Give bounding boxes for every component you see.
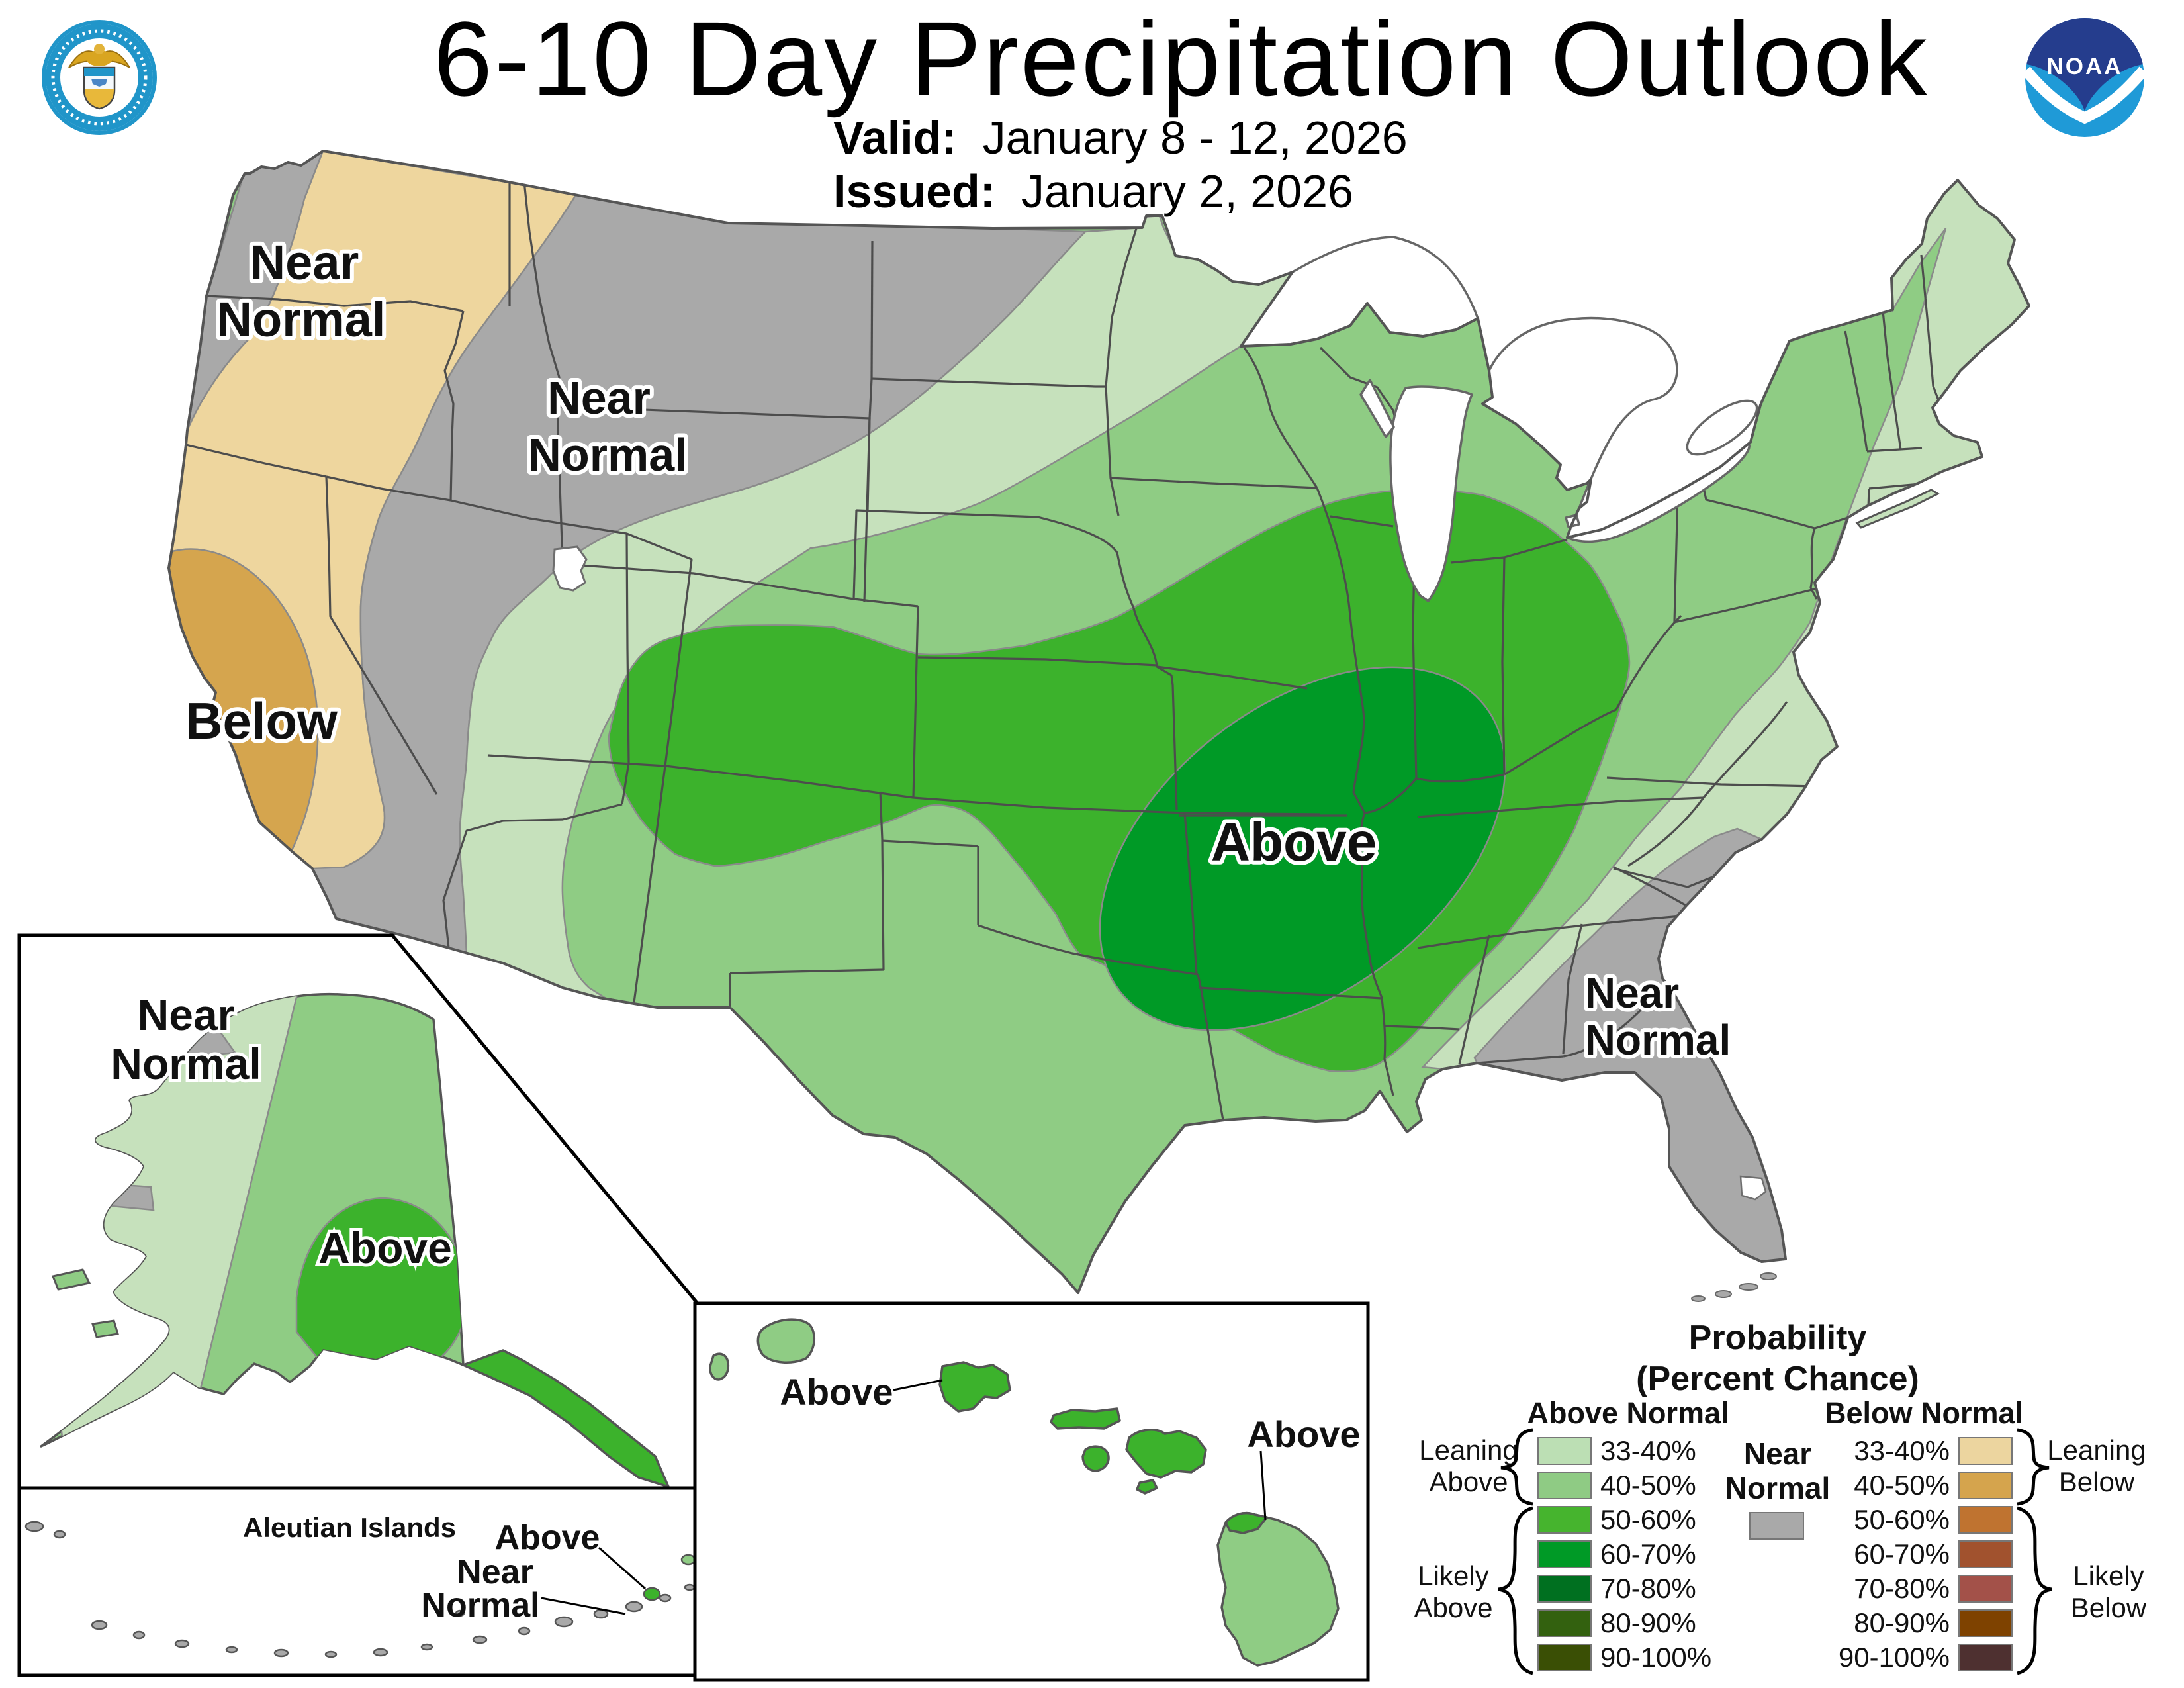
svg-text:Likely: Likely bbox=[2073, 1560, 2144, 1591]
svg-text:90-100%: 90-100% bbox=[1839, 1642, 1950, 1673]
svg-text:40-50%: 40-50% bbox=[1854, 1470, 1950, 1501]
svg-text:Leaning: Leaning bbox=[1419, 1434, 1518, 1466]
svg-text:Below: Below bbox=[185, 692, 338, 750]
svg-text:NOAA: NOAA bbox=[2046, 54, 2122, 79]
svg-text:Below Normal: Below Normal bbox=[1825, 1396, 2023, 1430]
svg-text:33-40%: 33-40% bbox=[1854, 1435, 1950, 1466]
svg-text:Normal: Normal bbox=[527, 429, 687, 481]
svg-text:Near: Near bbox=[547, 372, 651, 424]
svg-text:33-40%: 33-40% bbox=[1600, 1435, 1696, 1466]
svg-text:70-80%: 70-80% bbox=[1600, 1573, 1696, 1604]
svg-text:Above: Above bbox=[780, 1371, 893, 1413]
svg-text:50-60%: 50-60% bbox=[1854, 1504, 1950, 1535]
svg-text:Above: Above bbox=[1211, 812, 1377, 872]
svg-text:Near: Near bbox=[250, 235, 359, 290]
svg-text:Issued: January 2, 2026: Issued: January 2, 2026 bbox=[833, 165, 1353, 217]
svg-text:Leaning: Leaning bbox=[2047, 1434, 2146, 1466]
svg-text:70-80%: 70-80% bbox=[1854, 1573, 1950, 1604]
svg-text:Aleutian Islands: Aleutian Islands bbox=[243, 1512, 456, 1543]
svg-text:90-100%: 90-100% bbox=[1600, 1642, 1711, 1673]
svg-text:60-70%: 60-70% bbox=[1600, 1538, 1696, 1570]
svg-text:Above: Above bbox=[1247, 1413, 1360, 1455]
svg-text:Near: Near bbox=[457, 1553, 533, 1591]
svg-text:Above: Above bbox=[318, 1223, 452, 1272]
svg-text:Near: Near bbox=[138, 990, 235, 1039]
svg-text:Above: Above bbox=[1429, 1466, 1508, 1497]
svg-text:Near: Near bbox=[1744, 1436, 1811, 1471]
svg-text:Normal: Normal bbox=[1585, 1016, 1731, 1064]
svg-text:Above: Above bbox=[495, 1519, 600, 1557]
svg-text:Below: Below bbox=[2071, 1592, 2147, 1623]
svg-text:6-10 Day Precipitation Outlook: 6-10 Day Precipitation Outlook bbox=[433, 0, 1929, 118]
svg-text:80-90%: 80-90% bbox=[1854, 1607, 1950, 1638]
svg-text:Normal: Normal bbox=[1725, 1471, 1830, 1505]
svg-text:Normal: Normal bbox=[111, 1039, 261, 1088]
svg-text:Valid: January 8 - 12, 2026: Valid: January 8 - 12, 2026 bbox=[833, 112, 1408, 164]
svg-text:Below: Below bbox=[2059, 1466, 2135, 1497]
svg-text:Above Normal: Above Normal bbox=[1527, 1396, 1729, 1430]
svg-text:Normal: Normal bbox=[217, 292, 386, 347]
svg-text:Likely: Likely bbox=[1418, 1560, 1488, 1591]
svg-text:50-60%: 50-60% bbox=[1600, 1504, 1696, 1535]
svg-text:80-90%: 80-90% bbox=[1600, 1607, 1696, 1638]
svg-text:(Percent Chance): (Percent Chance) bbox=[1636, 1360, 1919, 1398]
svg-text:40-50%: 40-50% bbox=[1600, 1470, 1696, 1501]
svg-text:60-70%: 60-70% bbox=[1854, 1538, 1950, 1570]
svg-text:Above: Above bbox=[1414, 1592, 1492, 1623]
svg-text:Probability: Probability bbox=[1689, 1319, 1867, 1357]
svg-text:Near: Near bbox=[1585, 969, 1679, 1017]
svg-text:Normal: Normal bbox=[421, 1586, 539, 1624]
